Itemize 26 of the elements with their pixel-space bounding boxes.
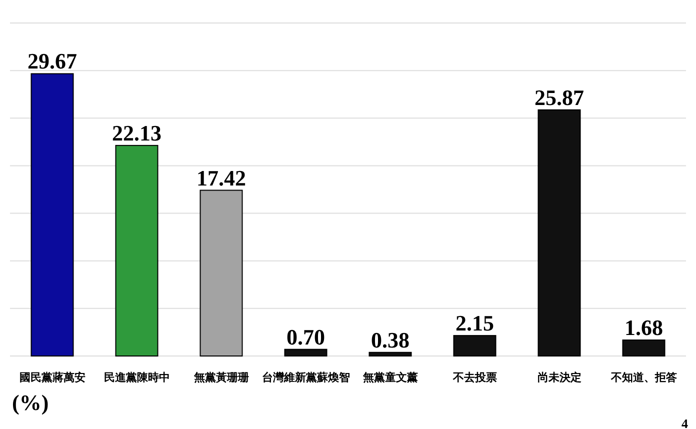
x-tick-label: 尚未決定 — [537, 371, 582, 384]
bar — [284, 348, 328, 356]
bar — [200, 190, 243, 356]
data-label: 1.68 — [624, 315, 663, 340]
text: 4 — [682, 416, 688, 429]
data-label: 17.42 — [196, 165, 246, 190]
x-tick-label: 台灣維新黨蘇煥智 — [262, 371, 350, 384]
x-tick-label: 無黨童文薰 — [362, 371, 418, 384]
bar — [115, 144, 158, 356]
data-label: 29.67 — [28, 48, 77, 74]
x-tick-label: 國民黨蔣萬安 — [19, 371, 86, 384]
bar — [453, 335, 496, 356]
data-label: 0.70 — [286, 324, 325, 350]
bar — [622, 340, 666, 356]
data-label: 2.15 — [456, 310, 494, 336]
data-label: 25.87 — [534, 84, 584, 110]
data-label: 22.13 — [112, 120, 162, 146]
x-tick-label: 不去投票 — [452, 371, 497, 384]
x-tick-label: 民進黨陳時中 — [104, 371, 170, 384]
bar — [538, 109, 581, 356]
data-label: 0.38 — [371, 327, 410, 352]
x-tick-label: 不知道、拒答 — [610, 371, 678, 384]
x-tick-label: 無黨黃珊珊 — [192, 371, 249, 384]
bar — [368, 352, 412, 356]
bar — [30, 73, 74, 356]
text: (%) — [12, 390, 49, 415]
